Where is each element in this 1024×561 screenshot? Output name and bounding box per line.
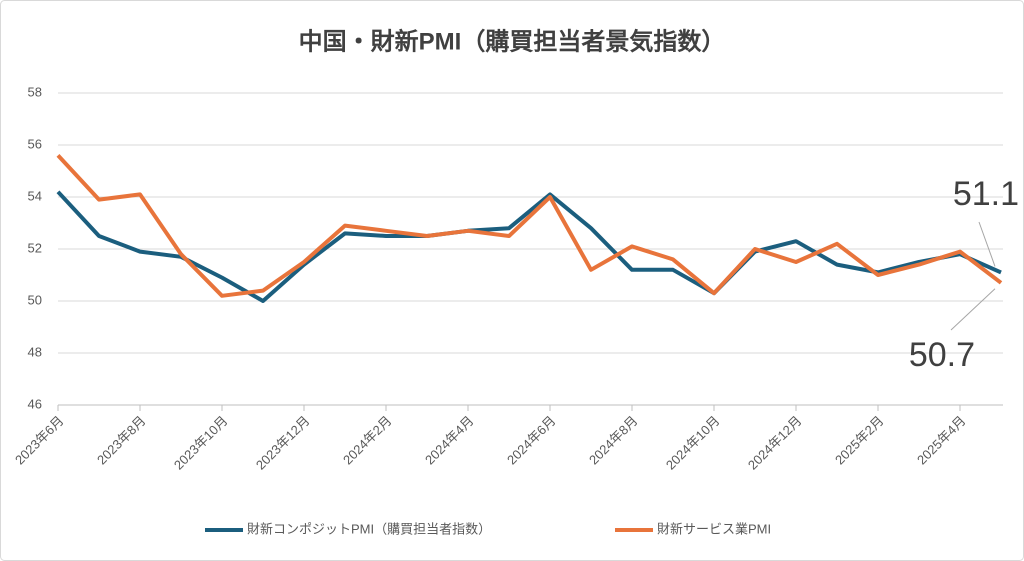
- y-tick-label: 54: [28, 188, 42, 203]
- y-tick-label: 48: [28, 344, 42, 359]
- y-tick-label: 58: [28, 84, 42, 99]
- y-tick-label: 56: [28, 136, 42, 151]
- y-tick-label: 46: [28, 396, 42, 411]
- value-label: 51.1: [953, 175, 1019, 213]
- value-label: 50.7: [909, 336, 975, 374]
- leader-line: [950, 288, 996, 331]
- chart-title: 中国・財新PMI（購買担当者景気指数）: [299, 27, 726, 55]
- legend-label: 財新サービス業PMI: [657, 521, 771, 536]
- line-series: [56, 154, 1003, 298]
- legend-label: 財新コンポジットPMI（購買担当者指数）: [247, 521, 491, 536]
- y-tick-label: 52: [28, 240, 42, 255]
- leader-line: [978, 221, 996, 267]
- y-tick-label: 50: [28, 292, 42, 307]
- line-series: [56, 190, 1002, 303]
